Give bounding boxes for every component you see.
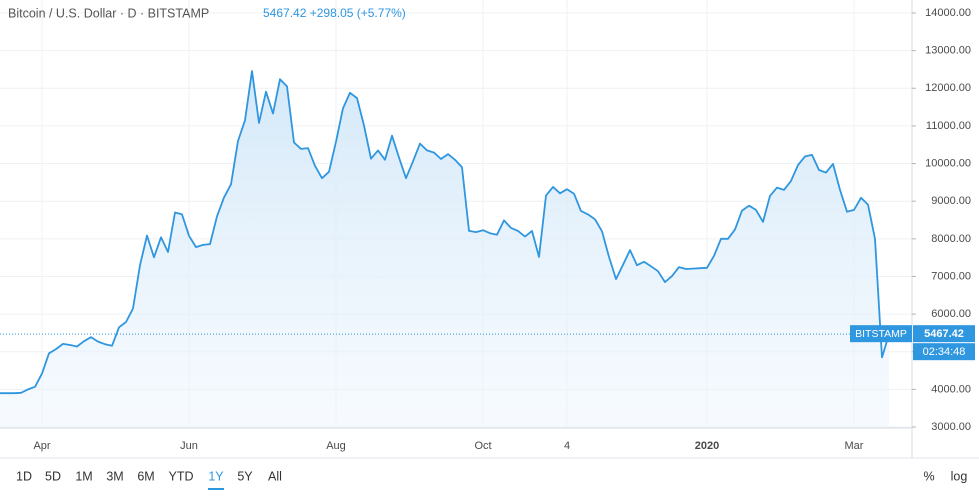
y-tick-label: 7000.00 — [931, 270, 971, 282]
exchange-label: BITSTAMP — [855, 328, 907, 340]
countdown-label: 02:34:48 — [923, 346, 966, 358]
plot — [0, 70, 890, 428]
toolbar: 1D 5D 1M 3M 6M YTD 1Y 5Y All% log — [16, 469, 968, 490]
option-button[interactable]: log — [951, 469, 968, 483]
exchange-box — [850, 325, 912, 343]
y-tick-label: 12000.00 — [925, 82, 971, 94]
range-button[interactable]: All — [268, 469, 282, 483]
price-line — [0, 70, 890, 395]
price-label: 5467.42 — [924, 328, 964, 340]
x-tick-label: Aug — [326, 440, 346, 452]
range-button[interactable]: 6M — [137, 469, 154, 483]
x-tick-label: Apr — [33, 440, 50, 452]
price-readout: 5467.42 +298.05 (+5.77%) — [263, 6, 406, 20]
countdown-box — [913, 343, 975, 361]
y-tick-label: 4000.00 — [931, 383, 971, 395]
price-tag: BITSTAMP 5467.42 02:34:48 — [0, 325, 975, 361]
range-button[interactable]: 5Y — [237, 469, 253, 483]
option-button[interactable]: % — [923, 469, 934, 483]
y-tick-label: 10000.00 — [925, 157, 971, 169]
y-tick-label: 8000.00 — [931, 233, 971, 245]
x-tick-label: 2020 — [695, 440, 719, 452]
x-tick-label: Jun — [180, 440, 198, 452]
x-tick-label: Mar — [845, 440, 864, 452]
range-button[interactable]: YTD — [169, 469, 194, 483]
y-tick-label: 11000.00 — [926, 120, 971, 132]
y-tick-label: 13000.00 — [925, 45, 971, 57]
price-box — [913, 325, 975, 343]
range-button[interactable]: 1M — [75, 469, 92, 483]
y-tick-label: 3000.00 — [931, 421, 971, 433]
x-tick-label: Oct — [474, 440, 491, 452]
range-button[interactable]: 3M — [106, 469, 123, 483]
x-tick-label: 4 — [564, 440, 570, 452]
range-button[interactable]: 1Y — [208, 469, 224, 483]
area-fill — [0, 71, 889, 428]
range-button[interactable]: 1D — [16, 469, 32, 483]
y-tick-label: 14000.00 — [925, 7, 971, 19]
y-tick-label: 6000.00 — [931, 308, 971, 320]
range-button[interactable]: 5D — [45, 469, 61, 483]
y-tick-label: 9000.00 — [931, 195, 971, 207]
chart-title: Bitcoin / U.S. Dollar · D · BITSTAMP — [8, 6, 209, 20]
